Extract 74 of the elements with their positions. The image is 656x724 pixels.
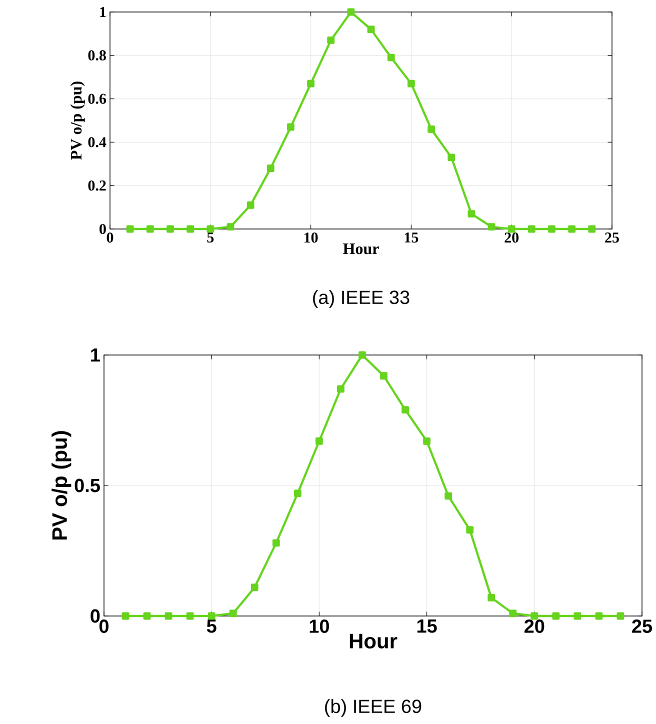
x-tick-label: 10 xyxy=(310,620,330,633)
y-tick-label: 1 xyxy=(91,348,100,362)
point xyxy=(367,26,375,34)
point xyxy=(488,223,496,231)
point xyxy=(146,225,154,233)
y-axis-title: PV o/p (pu) xyxy=(52,431,72,540)
point xyxy=(272,539,280,547)
point xyxy=(588,225,596,233)
y-tick-label: 0 xyxy=(90,609,100,623)
point xyxy=(186,225,194,233)
point xyxy=(122,612,130,620)
point xyxy=(250,584,258,591)
point xyxy=(126,225,134,233)
point xyxy=(294,490,302,498)
y-axis-title: PV o/p (pu) xyxy=(70,82,85,160)
point xyxy=(448,154,456,162)
point xyxy=(226,223,234,231)
y-tick-label: 0.4 xyxy=(88,137,106,148)
y-tick-label: 0.8 xyxy=(88,50,106,60)
point xyxy=(206,225,214,233)
point xyxy=(287,123,294,131)
point xyxy=(509,610,517,618)
point xyxy=(164,612,172,620)
point xyxy=(229,610,237,618)
point xyxy=(208,612,216,620)
point xyxy=(552,612,560,620)
point xyxy=(337,385,344,393)
x-tick-label: 15 xyxy=(417,620,437,633)
y-tick-label: 0 xyxy=(100,224,106,234)
point xyxy=(166,225,174,233)
point xyxy=(595,612,603,620)
y-tick-label: 1 xyxy=(100,7,106,17)
x-tick-label: 25 xyxy=(605,232,619,243)
point xyxy=(574,612,582,620)
point xyxy=(316,437,323,445)
point xyxy=(246,201,254,209)
text: (b) IEEE 69 xyxy=(325,699,422,717)
point xyxy=(530,612,538,620)
y-tick-label: 0.6 xyxy=(88,94,106,104)
point xyxy=(508,225,516,233)
point xyxy=(568,225,576,233)
text: (a) IEEE 33 xyxy=(313,290,410,308)
x-tick-label: 5 xyxy=(206,620,216,633)
x-tick-label: 20 xyxy=(524,620,544,633)
y-tick-label: 0.5 xyxy=(74,478,100,492)
y-tick-label: 0.2 xyxy=(88,180,106,191)
point xyxy=(402,406,410,414)
x-tick-label: 5 xyxy=(207,232,214,242)
point xyxy=(466,526,474,534)
point xyxy=(347,8,355,16)
x-axis-title: Hour xyxy=(350,634,398,648)
point xyxy=(380,372,388,380)
point xyxy=(387,54,395,62)
point xyxy=(327,36,335,44)
point xyxy=(528,225,536,233)
point xyxy=(488,594,496,602)
point xyxy=(408,80,415,88)
point xyxy=(548,225,556,233)
point xyxy=(266,164,274,172)
point xyxy=(468,210,476,218)
point xyxy=(423,437,431,445)
point xyxy=(358,351,366,359)
x-tick-label: 0 xyxy=(106,232,114,243)
point xyxy=(616,612,624,620)
point xyxy=(444,492,452,500)
x-tick-label: 20 xyxy=(504,232,519,243)
x-axis-title: Hour xyxy=(343,244,379,254)
point xyxy=(428,125,436,133)
point xyxy=(186,612,194,620)
x-tick-label: 25 xyxy=(632,620,652,633)
point xyxy=(307,80,315,88)
point xyxy=(143,612,151,620)
x-tick-label: 15 xyxy=(404,232,418,243)
x-tick-label: 10 xyxy=(304,232,318,243)
